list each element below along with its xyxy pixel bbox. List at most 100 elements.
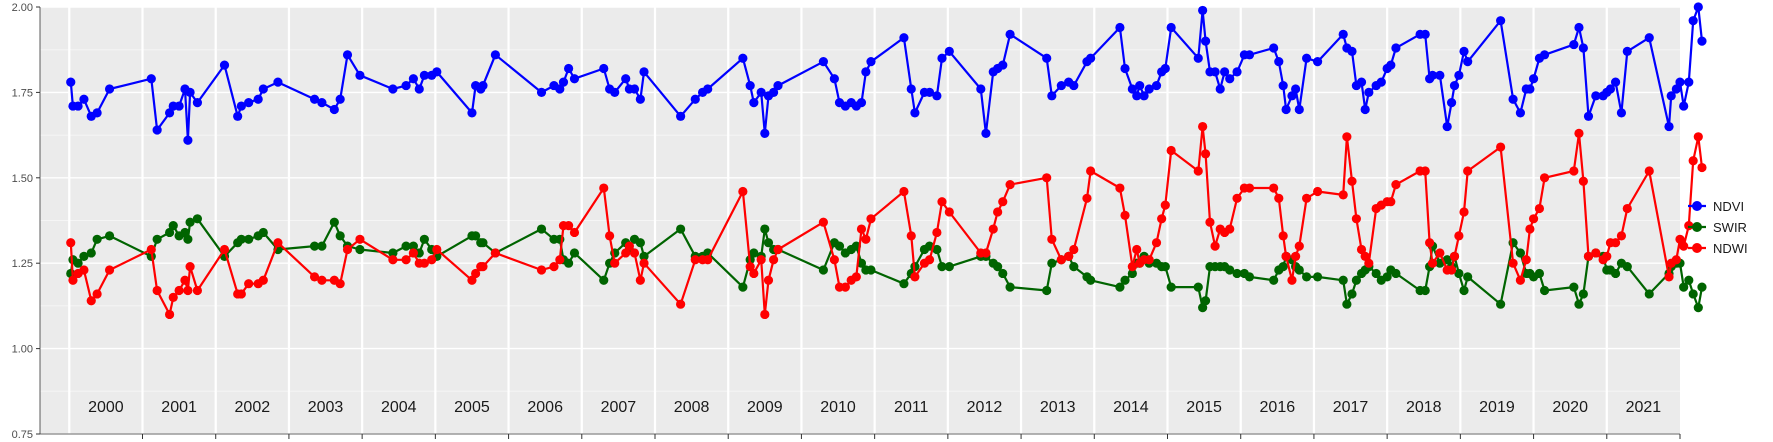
ndwi-point [419, 258, 429, 268]
ndwi-point [944, 207, 954, 217]
ndwi-point [1274, 193, 1284, 203]
ndwi-point [621, 248, 631, 258]
ndwi-point [1446, 265, 1457, 275]
ndwi-point [760, 309, 770, 320]
swir-point [355, 244, 365, 255]
ndvi-point [998, 60, 1008, 70]
ndvi-point [1446, 98, 1457, 108]
ndwi-point [1157, 214, 1167, 224]
ndvi-point [1449, 80, 1460, 91]
ndvi-point [1697, 36, 1707, 46]
ndwi-point [1386, 197, 1396, 207]
swir-point [1160, 262, 1170, 272]
ndwi-point [1684, 221, 1694, 231]
ndvi-point [1225, 74, 1235, 84]
ndwi-point [1302, 193, 1312, 203]
ndvi-point [1386, 60, 1396, 70]
ndvi-point [1220, 67, 1230, 77]
ndwi-point [317, 275, 327, 285]
ndwi-point [1364, 258, 1374, 268]
swir-point [866, 265, 876, 275]
ndvi-point [335, 94, 345, 104]
swir-point [937, 262, 947, 272]
ndwi-point [1193, 166, 1203, 176]
ndvi-point [1376, 77, 1386, 87]
swir-point [1294, 265, 1304, 275]
ndvi-point [1420, 29, 1430, 39]
y-tick-label: 1.75 [12, 87, 33, 99]
ndwi-point [769, 255, 779, 265]
swir-point [408, 241, 418, 251]
swir-point [164, 227, 175, 238]
ndwi-point [1232, 193, 1242, 203]
swir-point [564, 258, 574, 268]
ndvi-point [329, 104, 339, 115]
ndwi-point [1166, 145, 1176, 156]
swir-point [569, 248, 580, 258]
ndvi-point [756, 87, 766, 97]
ndwi-point [605, 231, 615, 241]
series-ndwi [66, 121, 1707, 320]
ndvi-point [1151, 80, 1162, 91]
y-tick-label: 1.25 [12, 258, 33, 270]
ndwi-point [68, 275, 78, 285]
ndwi-point [1082, 193, 1092, 203]
ndwi-point [756, 255, 766, 265]
ndwi-point [738, 186, 748, 197]
swir-point [329, 217, 339, 227]
ndvi-point [629, 84, 640, 94]
ndwi-point [86, 296, 96, 306]
swir-point [760, 224, 770, 234]
ndwi-point [1064, 251, 1074, 261]
year-label-2010: 2010 [820, 399, 856, 416]
year-label-2017: 2017 [1333, 399, 1369, 416]
ndvi-point [599, 63, 609, 74]
y-axis: 0.75 1.00 1.25 1.50 1.75 2.00 [12, 2, 41, 441]
ndvi-point [1525, 84, 1535, 94]
swir-point [471, 231, 481, 241]
ndwi-point [1056, 255, 1066, 265]
ndwi-point [1356, 244, 1367, 255]
swir-point [317, 241, 327, 251]
ndvi-point [1144, 84, 1154, 94]
ndvi-point [703, 84, 713, 94]
ndwi-point [906, 231, 916, 241]
ndvi-point [1086, 53, 1096, 63]
ndwi-point [342, 244, 353, 255]
swir-point [1420, 285, 1430, 296]
swir-point [899, 279, 909, 289]
ndwi-point [1449, 251, 1460, 261]
swir-point [1347, 289, 1357, 299]
year-label-2013: 2013 [1040, 399, 1076, 416]
year-label-2019: 2019 [1479, 399, 1515, 416]
ndvi-point [1312, 57, 1323, 67]
ndvi-point [1574, 22, 1584, 33]
ndvi-point [1042, 53, 1052, 63]
ndvi-point [309, 94, 320, 104]
ndwi-point [1338, 190, 1348, 200]
ndwi-point [1435, 248, 1445, 258]
ndwi-point [1120, 210, 1130, 220]
ndvi-point [866, 57, 876, 67]
ndwi-point [104, 265, 115, 275]
ndwi-point [610, 258, 620, 268]
swir-point [1610, 268, 1621, 279]
y-tick-label: 1.00 [12, 344, 33, 356]
ndwi-point [569, 227, 580, 238]
ndvi-point [66, 77, 76, 87]
swir-point [1539, 285, 1550, 296]
ndwi-point [1675, 234, 1685, 244]
ndwi-point [1200, 149, 1211, 159]
ndvi-point [1435, 70, 1445, 80]
swir-point [1200, 296, 1211, 306]
swir-point [192, 214, 203, 224]
ndwi-point [1210, 241, 1220, 251]
year-label-2018: 2018 [1406, 399, 1442, 416]
ndwi-point [599, 183, 609, 193]
ndwi-point [1269, 183, 1279, 193]
swir-point [1644, 289, 1654, 299]
ndwi-point [856, 224, 867, 234]
ndvi-point [1047, 91, 1057, 101]
year-labels: 2000 2001 2002 2003 2004 2005 2006 2007 2008 2009… [88, 399, 1661, 416]
